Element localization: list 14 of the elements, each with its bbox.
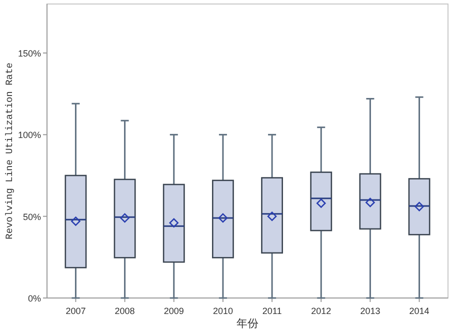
- y-tick-label: 50%: [22, 212, 41, 222]
- x-tick-label: 2007: [66, 306, 86, 316]
- y-tick-label: 150%: [18, 48, 41, 58]
- x-tick-label: 2009: [164, 306, 184, 316]
- x-tick-label: 2013: [360, 306, 380, 316]
- y-axis-title: Revolving Line Utilization Rate: [4, 62, 15, 240]
- x-tick-label: 2014: [409, 306, 430, 316]
- x-axis-title: 年份: [236, 318, 258, 330]
- x-tick-label: 2008: [114, 306, 135, 316]
- x-tick-label: 2011: [262, 306, 282, 316]
- x-tick-label: 2010: [212, 306, 233, 316]
- x-tick-label: 2012: [311, 306, 332, 316]
- y-tick-label: 0%: [28, 294, 41, 304]
- y-tick-label: 100%: [18, 130, 41, 140]
